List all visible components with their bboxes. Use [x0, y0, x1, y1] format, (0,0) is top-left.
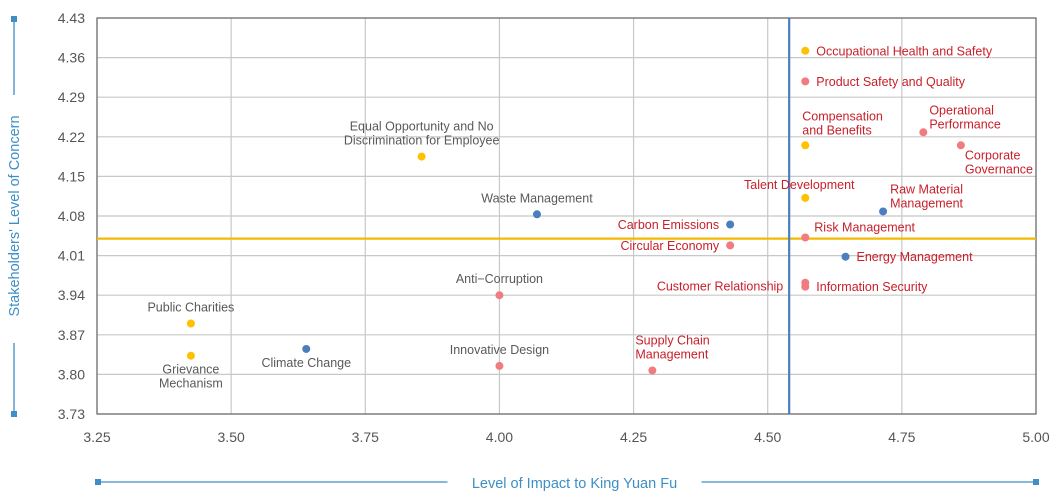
x-tick-label: 3.50	[218, 429, 245, 445]
point-label: Risk Management	[814, 220, 915, 234]
y-tick-label: 4.36	[58, 50, 85, 66]
data-point	[648, 366, 657, 375]
data-point	[186, 319, 195, 328]
point-label: Waste Management	[481, 191, 593, 205]
data-point	[801, 141, 810, 150]
data-point	[495, 291, 504, 300]
x-tick-label: 4.75	[888, 429, 915, 445]
reference-lines	[97, 18, 1036, 414]
point-label: Carbon Emissions	[618, 218, 719, 232]
point-label: Raw Material	[890, 182, 963, 196]
data-point	[801, 233, 810, 242]
y-tick-label: 4.22	[58, 129, 85, 145]
point-label: Governance	[965, 162, 1033, 176]
point-labels: Occupational Health and Safety Product Sa…	[147, 44, 1033, 390]
point-label: Operational	[929, 103, 994, 117]
y-axis-ticks: 4.43 4.36 4.29 4.22 4.15 4.08 4.01 3.94 3.87 3.80…	[58, 10, 85, 422]
y-tick-label: 4.29	[58, 89, 85, 105]
x-axis-ticks: 3.25 3.50 3.75 4.00 4.25 4.50 4.75 5.00	[83, 429, 1049, 445]
y-tick-label: 3.94	[58, 287, 85, 303]
point-label: Customer Relationship	[657, 279, 783, 293]
point-label: Energy Management	[857, 250, 974, 264]
y-axis-title: Stakeholders' Level of Concern	[7, 115, 23, 316]
x-tick-label: 4.25	[620, 429, 647, 445]
x-tick-label: 4.00	[486, 429, 513, 445]
x-tick-label: 5.00	[1022, 429, 1049, 445]
point-label: Management	[890, 196, 963, 210]
data-point	[726, 220, 735, 229]
y-axis-title-cap-top	[11, 16, 17, 22]
data-point	[919, 128, 928, 137]
point-label: Circular Economy	[621, 239, 720, 253]
x-axis-title-group: Level of Impact to King Yuan Fu	[95, 476, 1039, 492]
point-label: Grievance	[162, 363, 219, 377]
point-label: Compensation	[802, 109, 883, 123]
data-points	[186, 46, 965, 375]
data-point	[841, 252, 850, 261]
data-point	[801, 282, 810, 291]
point-label: Anti−Corruption	[456, 272, 543, 286]
x-axis-title: Level of Impact to King Yuan Fu	[472, 476, 677, 492]
data-point	[801, 77, 810, 86]
grid-lines	[96, 17, 1037, 415]
point-label: Management	[635, 347, 708, 361]
point-label: Performance	[929, 117, 1001, 131]
data-point	[879, 207, 888, 216]
data-point	[726, 241, 735, 250]
data-point	[801, 46, 810, 55]
x-axis-title-cap-right	[1033, 479, 1039, 485]
point-label: Supply Chain	[635, 333, 709, 347]
data-point	[417, 152, 426, 161]
data-point	[532, 210, 541, 219]
x-tick-label: 3.25	[83, 429, 110, 445]
x-tick-label: 3.75	[352, 429, 379, 445]
data-point	[186, 351, 195, 360]
y-tick-label: 4.43	[58, 10, 85, 26]
y-tick-label: 4.08	[58, 208, 85, 224]
point-label: Public Charities	[147, 300, 234, 314]
y-tick-label: 3.80	[58, 366, 85, 382]
data-point	[495, 361, 504, 370]
y-axis-title-cap-bottom	[11, 411, 17, 417]
point-label: Occupational Health and Safety	[816, 44, 993, 58]
y-tick-label: 4.01	[58, 248, 85, 264]
y-tick-label: 4.15	[58, 168, 85, 184]
point-label: Information Security	[816, 280, 928, 294]
point-label: Discrimination for Employee	[344, 134, 500, 148]
data-point	[956, 141, 965, 150]
y-tick-label: 3.73	[58, 406, 85, 422]
point-label: Product Safety and Quality	[816, 75, 965, 89]
x-axis-title-cap-left	[95, 479, 101, 485]
y-tick-label: 3.87	[58, 327, 85, 343]
x-tick-label: 4.50	[754, 429, 781, 445]
point-label: Corporate	[965, 148, 1021, 162]
point-label: Mechanism	[159, 377, 223, 391]
data-point	[302, 344, 311, 353]
point-label: Talent Development	[744, 178, 855, 192]
point-label: Equal Opportunity and No	[350, 120, 494, 134]
y-axis-title-group: Stakeholders' Level of Concern	[7, 16, 23, 417]
plot-area-frame	[96, 17, 1037, 415]
point-label: and Benefits	[802, 123, 872, 137]
point-label: Climate Change	[261, 356, 351, 370]
point-label: Innovative Design	[450, 343, 549, 357]
data-point	[801, 193, 810, 202]
